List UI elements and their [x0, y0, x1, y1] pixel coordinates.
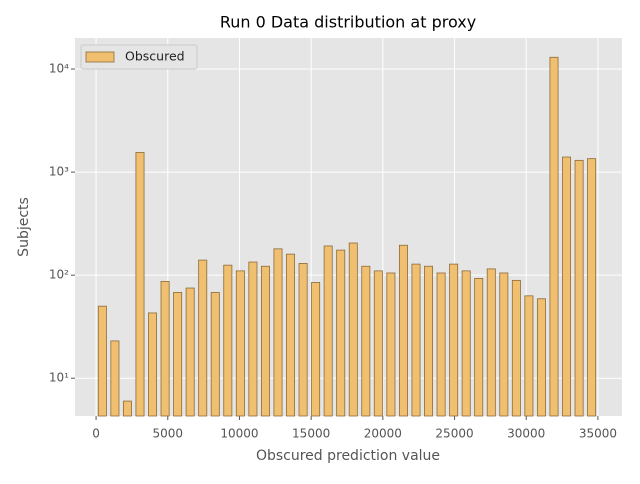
bar — [373, 270, 383, 417]
bar — [587, 158, 597, 417]
y-tick-label: 10⁴ — [49, 62, 69, 76]
bar — [562, 156, 572, 417]
x-tick-label: 0 — [92, 427, 100, 441]
bar — [348, 242, 358, 417]
bar — [311, 282, 321, 417]
bar — [499, 272, 509, 417]
y-tick-label: 10³ — [49, 165, 69, 179]
bar — [210, 292, 220, 417]
bar — [436, 272, 446, 417]
legend-box — [80, 44, 198, 70]
x-tick-label: 5000 — [152, 427, 183, 441]
bar — [486, 268, 496, 417]
bar — [248, 261, 258, 417]
bar — [386, 272, 396, 417]
legend: Obscured — [80, 44, 198, 70]
x-axis-label: Obscured prediction value — [256, 448, 440, 464]
bar — [424, 265, 434, 417]
bar — [511, 279, 521, 417]
bars — [97, 56, 597, 417]
legend-label: Obscured — [125, 49, 185, 64]
bar — [97, 305, 107, 417]
bar — [298, 263, 308, 417]
x-tick-label: 35000 — [579, 427, 617, 441]
bar — [574, 159, 584, 417]
bar — [549, 56, 559, 417]
bar — [110, 340, 120, 417]
legend-swatch — [85, 51, 115, 63]
bar — [336, 249, 346, 417]
bar — [273, 248, 283, 417]
bar — [185, 287, 195, 417]
bar — [135, 152, 145, 417]
bar — [323, 245, 333, 417]
bar — [122, 400, 132, 417]
y-tick-label: 10² — [49, 268, 69, 282]
bar — [260, 265, 270, 417]
y-axis-label: Subjects — [16, 197, 32, 257]
bar — [173, 292, 183, 417]
bar — [524, 295, 534, 417]
bar — [536, 298, 546, 417]
bar — [461, 270, 471, 417]
bar — [411, 263, 421, 417]
bar — [474, 278, 484, 417]
bar — [361, 265, 371, 417]
bar — [235, 270, 245, 417]
bar — [398, 244, 408, 417]
chart-title: Run 0 Data distribution at proxy — [220, 13, 476, 32]
y-tick-label: 10¹ — [49, 371, 69, 385]
x-tick-label: 20000 — [364, 427, 402, 441]
bar — [160, 280, 170, 417]
bar — [198, 259, 208, 417]
bar — [148, 312, 158, 417]
x-tick-label: 25000 — [435, 427, 473, 441]
x-tick-label: 15000 — [292, 427, 330, 441]
bar — [223, 264, 233, 417]
bar — [286, 253, 296, 417]
x-tick-label: 30000 — [507, 427, 545, 441]
bar — [449, 263, 459, 417]
x-tick-label: 10000 — [220, 427, 258, 441]
